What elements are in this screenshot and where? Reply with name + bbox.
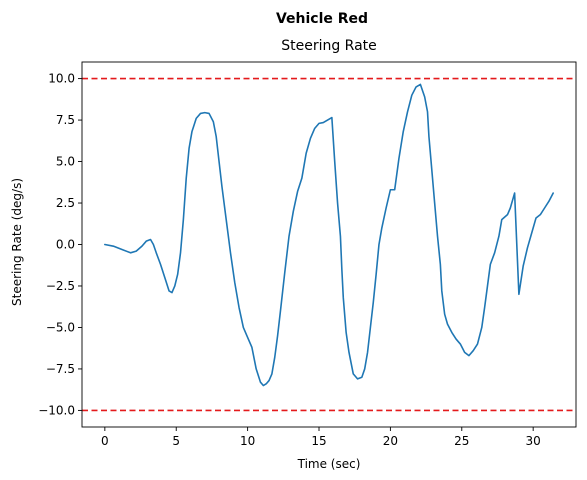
x-tick-label: 0 (101, 434, 109, 448)
chart-title: Steering Rate (281, 38, 377, 54)
y-tick-label: −5.0 (46, 320, 75, 334)
x-tick-label: 25 (454, 434, 469, 448)
x-tick-label: 10 (240, 434, 255, 448)
y-tick-label: 7.5 (56, 113, 75, 127)
y-tick-label: −7.5 (46, 362, 75, 376)
y-tick-label: 0.0 (56, 238, 75, 252)
y-tick-label: 2.5 (56, 196, 75, 210)
series-line-0 (104, 83, 554, 387)
axes-frame (81, 61, 577, 428)
x-tick-label: 5 (172, 434, 180, 448)
x-axis-label: Time (sec) (297, 457, 361, 471)
figure-title: Vehicle Red (276, 11, 368, 27)
y-tick-label: 5.0 (56, 155, 75, 169)
y-tick-label: −10.0 (38, 403, 75, 417)
x-tick-label: 15 (311, 434, 326, 448)
x-tick-label: 30 (526, 434, 541, 448)
y-tick-label: 10.0 (48, 72, 75, 86)
x-tick-label: 20 (383, 434, 398, 448)
y-tick-label: −2.5 (46, 279, 75, 293)
y-axis-label: Steering Rate (deg/s) (10, 178, 24, 306)
plot-area: 0 5 10 15 20 25 30 10.0 7.5 5.0 2.5 0.0 −2.5 −5.0 −7.5… (38, 61, 577, 448)
